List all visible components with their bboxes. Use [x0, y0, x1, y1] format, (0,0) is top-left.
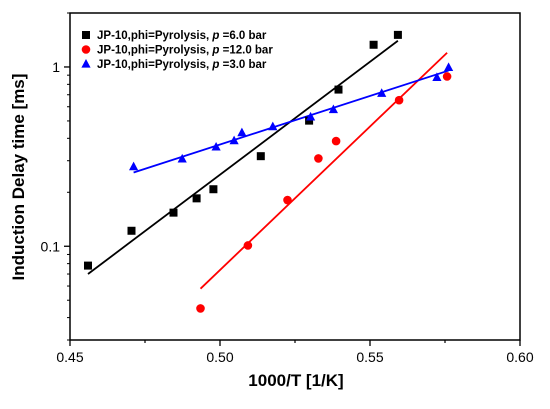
legend: JP-10,phi=Pyrolysis, p =6.0 bar JP-10,phi… [81, 30, 273, 71]
data-point-triangle [211, 141, 221, 151]
x-tick-label: 0.55 [356, 349, 383, 365]
fit-line-square [87, 40, 399, 275]
data-point-circle [331, 136, 341, 146]
data-point-circle [283, 195, 292, 205]
data-point-circle [196, 304, 205, 313]
fit-line-circle [199, 52, 448, 290]
x-tick-label: 0.50 [206, 349, 233, 365]
data-point-triangle [377, 88, 387, 97]
data-point-square [209, 185, 218, 194]
data-point-circle [442, 72, 452, 81]
x-axis-ticks: 0.45 0.50 0.55 0.60 [56, 340, 534, 365]
data-point-triangle [237, 127, 247, 137]
data-point-circle [314, 154, 323, 163]
data-point-triangle [328, 104, 338, 114]
y-axis-ticks: 0.11 [41, 12, 70, 341]
data-point-triangle [432, 72, 442, 81]
data-point-triangle [268, 121, 278, 131]
legend-label: JP-10,phi=Pyrolysis, p =3.0 bar [97, 59, 267, 71]
x-tick-label: 0.60 [506, 349, 533, 365]
legend-label: JP-10,phi=Pyrolysis, p =12.0 bar [97, 45, 273, 57]
data-point-square [369, 40, 378, 49]
data-point-circle [243, 241, 253, 250]
data-point-square [305, 116, 314, 125]
data-point-triangle [177, 153, 187, 163]
data-markers [84, 30, 454, 313]
fit-line-triangle [133, 69, 449, 174]
data-point-triangle [129, 161, 139, 171]
data-point-circle [394, 95, 404, 105]
data-point-triangle [229, 135, 239, 145]
x-axis-title: 1000/T [1/K] [248, 371, 343, 390]
legend-marker-triangle [81, 59, 91, 68]
data-point-square [192, 194, 201, 203]
legend-marker-circle [81, 45, 91, 54]
data-point-square [256, 152, 265, 161]
data-point-triangle [444, 62, 454, 71]
data-point-square [127, 226, 136, 235]
legend-label: JP-10,phi=Pyrolysis, p =6.0 bar [97, 30, 267, 42]
x-tick-label: 0.45 [56, 349, 83, 365]
data-point-square [84, 261, 92, 270]
legend-marker-square [82, 31, 90, 39]
y-tick-label: 1 [52, 59, 60, 75]
data-point-square [334, 85, 343, 94]
data-point-square [393, 30, 402, 39]
fit-lines [87, 40, 449, 290]
data-point-triangle [306, 111, 316, 121]
y-tick-label: 0.1 [41, 238, 61, 254]
data-point-square [169, 208, 178, 217]
y-axis-title: Induction Delay time [ms] [9, 74, 28, 281]
